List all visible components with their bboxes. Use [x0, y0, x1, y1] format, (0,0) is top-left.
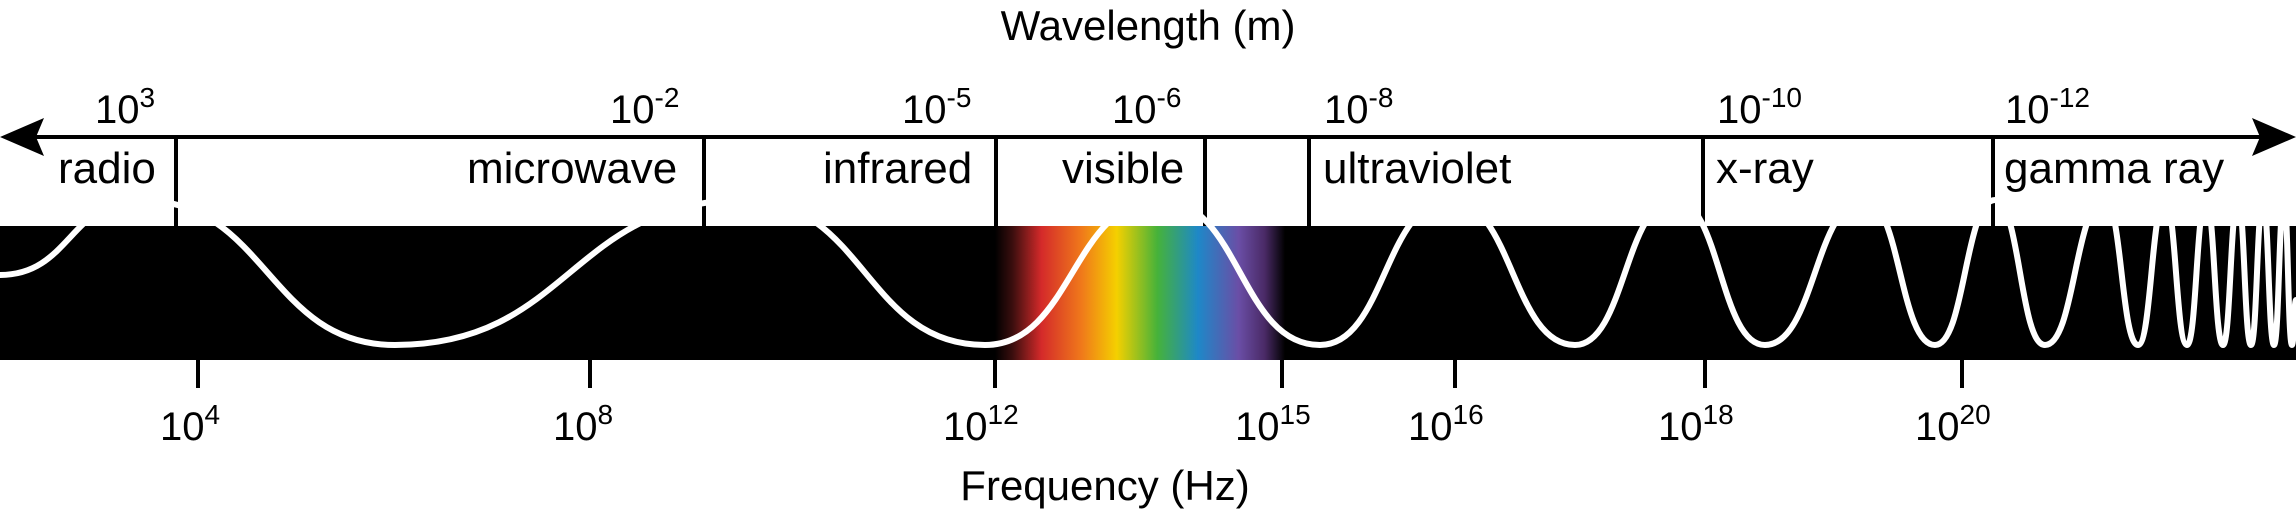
- ultraviolet-bracket: [1307, 135, 1535, 226]
- frequency-tick-label: 1015: [1235, 399, 1311, 449]
- wavelength-label-microwave: 10-2: [610, 82, 679, 132]
- band-name-microwave: microwave: [467, 144, 677, 193]
- microwave-bracket: [468, 135, 706, 226]
- band-name-infrared: infrared: [823, 144, 972, 193]
- frequency-tick-label: 1018: [1658, 399, 1734, 449]
- frequency-tick-label: 104: [160, 399, 220, 449]
- frequency-tick-label: 1012: [943, 399, 1019, 449]
- wave-curve: [0, 197, 2296, 348]
- frequency-tick-labels: 104 108 1012 1015 1016 1018 1020: [160, 399, 1991, 449]
- gamma-ray-bracket: [1991, 135, 2252, 226]
- visible-light-gradient: [995, 226, 1285, 360]
- frequency-tick-label: 108: [553, 399, 613, 449]
- infrared-bracket: [822, 135, 998, 226]
- band-name-ultraviolet: ultraviolet: [1323, 144, 1511, 193]
- band-names: radio microwave infrared visible ultravi…: [58, 144, 2224, 193]
- wavelength-label-infrared: 10-5: [902, 82, 971, 132]
- wavelength-label-gamma-ray: 10-12: [2005, 82, 2090, 132]
- wavelength-label-visible: 10-6: [1112, 82, 1181, 132]
- frequency-tick-label: 1016: [1408, 399, 1484, 449]
- radio-bracket: [52, 135, 178, 226]
- frequency-tick-label: 1020: [1915, 399, 1991, 449]
- frequency-axis-title: Frequency (Hz): [960, 462, 1249, 509]
- visible-bracket: [1060, 135, 1207, 226]
- left-arrowhead-icon: [0, 118, 44, 156]
- band-brackets: [52, 135, 2252, 226]
- wavelength-label-radio: 103: [95, 82, 155, 132]
- frequency-ticks: [196, 360, 1964, 388]
- band-name-radio: radio: [58, 144, 156, 193]
- wavelength-axis-title: Wavelength (m): [1001, 2, 1296, 49]
- wavelength-label-x-ray: 10-10: [1717, 82, 1802, 132]
- band-name-x-ray: x-ray: [1716, 144, 1814, 193]
- wavelength-label-ultraviolet: 10-8: [1324, 82, 1393, 132]
- right-arrowhead-icon: [2252, 118, 2296, 156]
- wavelength-labels: 103 10-2 10-5 10-6 10-8 10-10 10-12: [95, 82, 2090, 132]
- band-name-gamma-ray: gamma ray: [2004, 144, 2224, 193]
- x-ray-bracket: [1701, 135, 1822, 226]
- band-name-visible: visible: [1062, 144, 1184, 193]
